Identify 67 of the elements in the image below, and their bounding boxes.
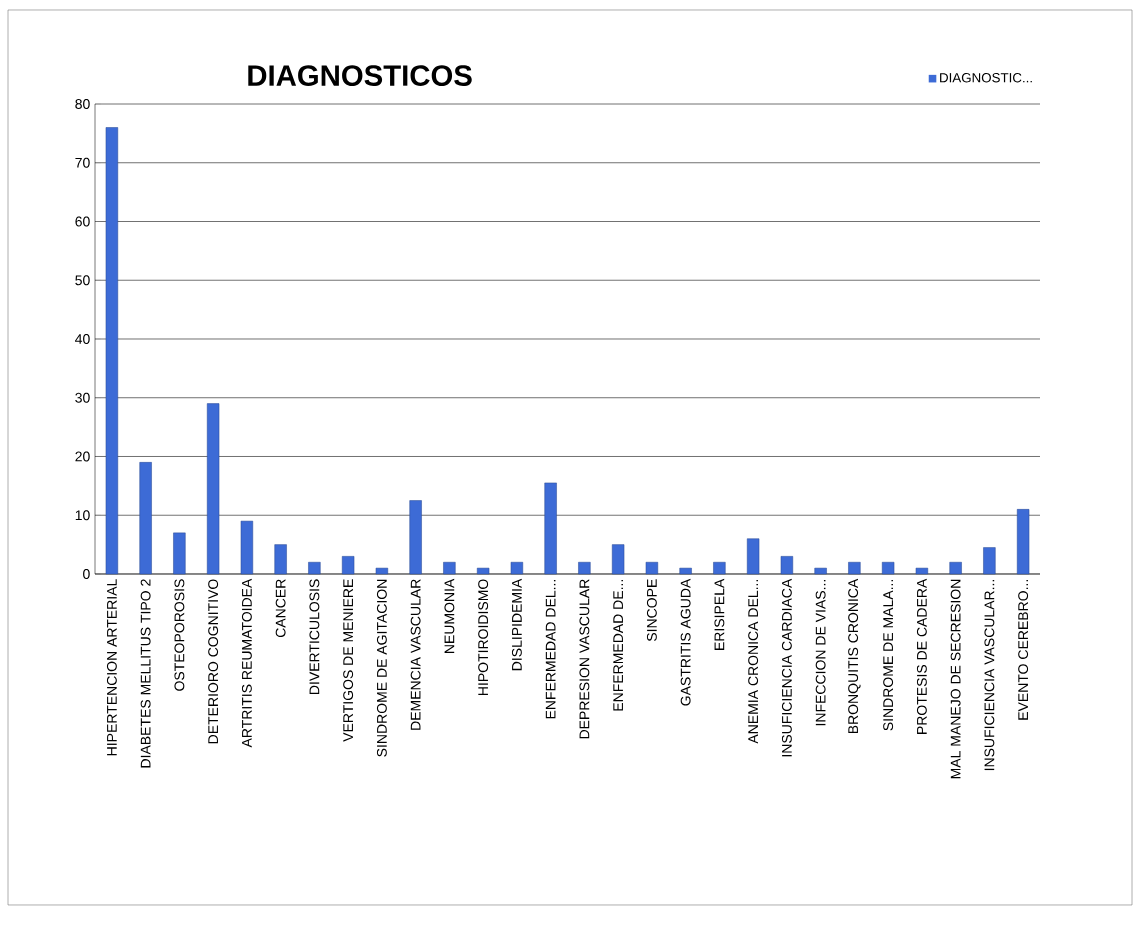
y-tick-label: 50 [75,275,90,286]
bar [611,544,625,575]
bar [510,561,524,575]
x-tick-label: DIVERTICULOSIS [309,579,320,694]
x-tick-label: ANEMIA CRONICA DEL... [748,579,759,744]
y-tick-label: 20 [75,451,90,462]
bar [375,567,389,575]
x-tick-label: MAL MANEJO DE SECRESION [950,579,961,779]
y-tick-label: 70 [75,157,90,168]
x-tick-label: OSTEOPOROSIS [174,579,185,691]
x-tick-label: ARTRITIS REUMATOIDEA [241,578,252,748]
y-tick-label: 60 [75,216,90,227]
bar [173,532,186,575]
bar [139,462,152,575]
bar [983,547,996,575]
y-tick-label: 80 [75,99,90,109]
x-tick-label: GASTRITIS AGUDA [680,578,691,706]
bar [274,544,287,575]
x-tick-label: HIPOTIROIDISMO [478,579,489,695]
bar [949,561,962,575]
y-tick-label: 30 [75,392,90,403]
x-tick-label: HIPERTENCION ARTERIAL [106,579,117,756]
bar [746,538,760,575]
x-tick-label: BRONQUITIS CRONICA [848,578,861,734]
x-tick-label: ENFERMEDAD DEL... [545,579,556,719]
legend-label: DIAGNOSTIC... [940,73,1032,83]
bar [713,561,726,575]
bar [409,500,422,575]
x-tick-label: SINDROME DE MALA... [883,579,894,731]
bar [443,561,456,575]
bar [814,567,827,575]
x-tick-label: DISLIPIDEMIA [511,578,522,671]
bar [645,561,659,575]
bar [578,561,591,575]
x-tick-label: CANCER [275,579,286,638]
x-tick-label: ERISIPELA [714,578,725,650]
bar [1016,509,1030,575]
x-tick-label: VERTIGOS DE MENIERE [343,579,354,742]
x-tick-label: INFECCION DE VIAS... [815,579,826,726]
bar [105,127,119,575]
bar [476,567,490,575]
x-tick-label: DETERIORO COGNITIVO [208,579,219,744]
y-tick-label: 10 [75,510,90,521]
x-tick-label: EVENTO CEREBRO... [1018,579,1029,720]
x-tick-label: INSUFICIENCIA CARDIACA [781,578,792,757]
y-tick-label: 0 [83,569,90,579]
bar [780,556,794,575]
bar [206,403,220,575]
x-tick-label: SINDROME DE AGITACION [376,579,387,757]
bar [308,561,321,575]
bar [848,561,861,575]
bar [679,567,692,575]
x-tick-label: PROTESIS DE CADERA [916,578,927,734]
bar [544,482,557,575]
x-tick-label: DEMENCIA VASCULAR [410,579,421,730]
x-tick-label: DIABETES MELLITUS TIPO 2 [140,579,151,768]
x-tick-label: ENFERMEDAD DE... [613,579,623,711]
bar [881,561,895,575]
bar [915,567,929,575]
chart-title: DIAGNOSTICOS [248,65,472,86]
y-tick-label: 40 [75,334,90,344]
bar [341,556,355,575]
x-tick-label: SINCOPE [646,579,657,642]
x-tick-label: NEUMONIA [444,578,455,653]
x-tick-label: INSUFICIENCIA VASCULAR... [984,579,995,771]
bar [240,520,254,575]
x-tick-label: DEPRESION VASCULAR [579,579,590,739]
